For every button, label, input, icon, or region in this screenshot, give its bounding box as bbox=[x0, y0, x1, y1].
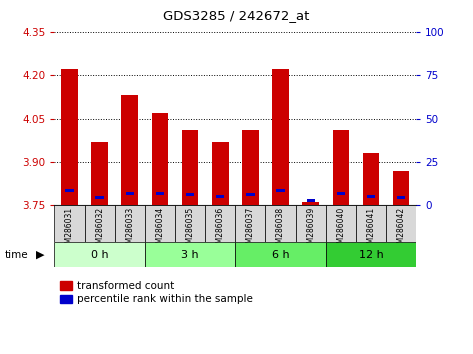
Text: 3 h: 3 h bbox=[181, 250, 199, 260]
Bar bbox=[296, 205, 326, 242]
Text: GSM286037: GSM286037 bbox=[246, 207, 255, 253]
Text: GSM286034: GSM286034 bbox=[156, 207, 165, 253]
Bar bbox=[242, 130, 259, 205]
Bar bbox=[276, 189, 285, 192]
Bar bbox=[333, 130, 349, 205]
Bar bbox=[302, 202, 319, 205]
Bar bbox=[182, 130, 198, 205]
Bar bbox=[114, 205, 145, 242]
Bar bbox=[337, 192, 345, 195]
Text: GSM286031: GSM286031 bbox=[65, 207, 74, 253]
Text: 12 h: 12 h bbox=[359, 250, 384, 260]
Bar bbox=[216, 195, 224, 198]
Bar bbox=[307, 199, 315, 201]
Bar bbox=[235, 205, 265, 242]
Bar bbox=[393, 171, 410, 205]
Text: GSM286035: GSM286035 bbox=[185, 207, 194, 253]
Bar bbox=[145, 205, 175, 242]
Bar bbox=[122, 96, 138, 205]
Bar bbox=[175, 205, 205, 242]
Bar bbox=[367, 195, 375, 198]
Bar bbox=[205, 205, 235, 242]
Text: 6 h: 6 h bbox=[272, 250, 289, 260]
Bar bbox=[145, 242, 235, 267]
Bar bbox=[326, 205, 356, 242]
Bar bbox=[246, 193, 254, 196]
Bar bbox=[85, 205, 114, 242]
Text: GSM286041: GSM286041 bbox=[367, 207, 376, 253]
Bar bbox=[54, 205, 85, 242]
Bar bbox=[91, 142, 108, 205]
Legend: transformed count, percentile rank within the sample: transformed count, percentile rank withi… bbox=[60, 281, 253, 304]
Text: GSM286033: GSM286033 bbox=[125, 207, 134, 253]
Bar bbox=[265, 205, 296, 242]
Bar bbox=[96, 196, 104, 199]
Text: 0 h: 0 h bbox=[91, 250, 108, 260]
Bar bbox=[186, 193, 194, 196]
Bar bbox=[152, 113, 168, 205]
Bar bbox=[386, 205, 416, 242]
Bar bbox=[397, 196, 405, 199]
Bar bbox=[156, 192, 164, 195]
Bar bbox=[54, 242, 145, 267]
Text: GSM286036: GSM286036 bbox=[216, 207, 225, 253]
Text: GSM286042: GSM286042 bbox=[397, 207, 406, 253]
Bar bbox=[212, 142, 228, 205]
Bar bbox=[356, 205, 386, 242]
Text: GSM286032: GSM286032 bbox=[95, 207, 104, 253]
Text: GSM286040: GSM286040 bbox=[336, 207, 345, 253]
Text: GSM286039: GSM286039 bbox=[306, 207, 315, 253]
Text: ▶: ▶ bbox=[35, 250, 44, 260]
Text: time: time bbox=[5, 250, 28, 260]
Bar bbox=[326, 242, 416, 267]
Bar bbox=[235, 242, 326, 267]
Bar bbox=[61, 69, 78, 205]
Bar bbox=[65, 189, 74, 192]
Text: GDS3285 / 242672_at: GDS3285 / 242672_at bbox=[163, 9, 310, 22]
Bar bbox=[363, 153, 379, 205]
Text: GSM286038: GSM286038 bbox=[276, 207, 285, 253]
Bar bbox=[126, 192, 134, 195]
Bar bbox=[272, 69, 289, 205]
